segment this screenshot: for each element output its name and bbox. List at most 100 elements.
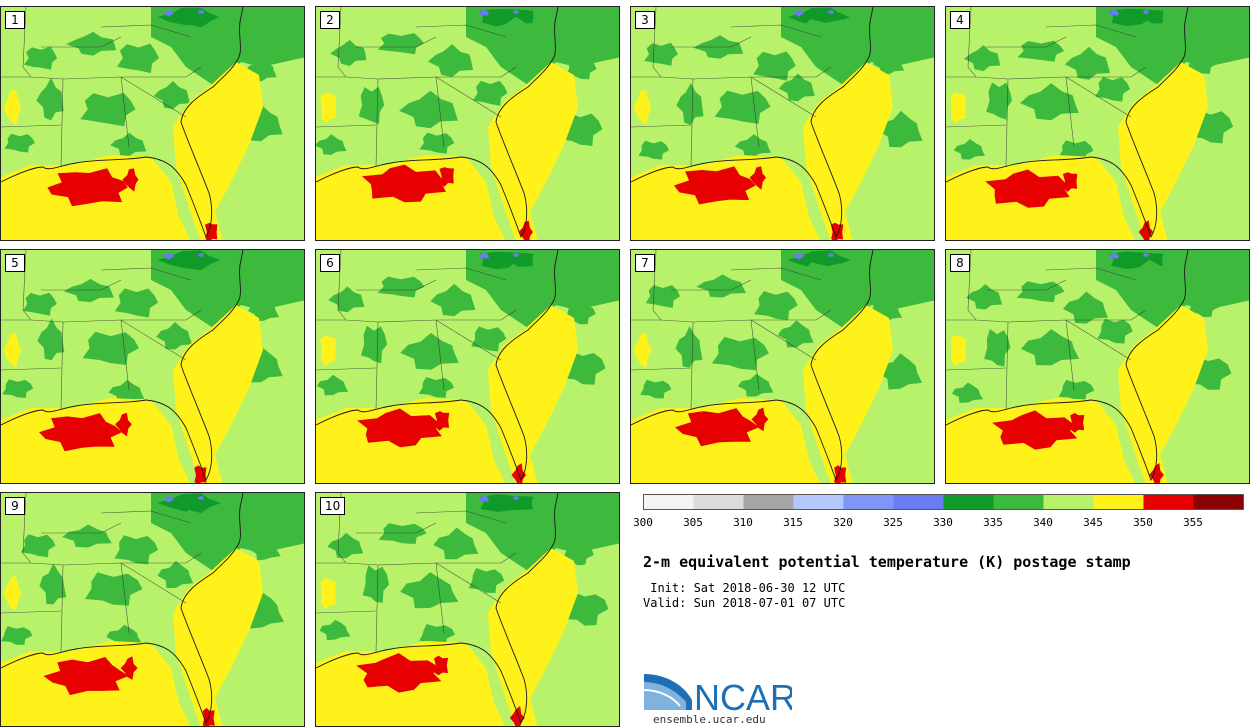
red-max-region: [509, 706, 525, 726]
coastline: [1, 493, 244, 725]
ensemble-member-panel-3: 3: [630, 6, 935, 241]
colorbar-bin-350: [1143, 494, 1194, 510]
dark-green-patch: [36, 77, 64, 121]
lake-feature: [197, 252, 204, 257]
logo-url: ensemble.ucar.edu: [653, 713, 766, 726]
coastline: [316, 250, 559, 482]
dark-green-patch: [330, 39, 367, 66]
colorbar-tick-label: 330: [933, 516, 953, 529]
dark-green-patch: [327, 532, 364, 559]
logo-swoosh-light: [644, 682, 686, 710]
ensemble-member-panel-10: 10: [315, 492, 620, 727]
colorbar-tick-label: 335: [983, 516, 1003, 529]
dark-green-patch: [316, 134, 347, 155]
yellow-patch: [3, 90, 22, 126]
dark-green-patch: [877, 110, 923, 148]
dark-green-patch: [468, 568, 505, 593]
state-borders: [631, 7, 832, 168]
red-max-region: [1138, 220, 1154, 240]
colorbar-tick-label: 325: [883, 516, 903, 529]
dark-green-patch: [645, 285, 681, 308]
dark-green-patch: [377, 33, 424, 55]
red-max-region: [439, 167, 454, 187]
dark-green-patch: [952, 382, 984, 403]
atlantic-high-theta-e: [803, 305, 893, 483]
lake-feature: [794, 253, 805, 260]
red-max-region: [120, 656, 138, 680]
red-max-region: [47, 168, 128, 207]
red-max-region: [356, 653, 442, 693]
dark-green-patch: [419, 132, 455, 154]
dark-green-patch: [1116, 20, 1175, 53]
colorbar-tick-label: 320: [833, 516, 853, 529]
logo-text: NCAR: [694, 677, 792, 714]
dark-green-patch: [565, 58, 597, 80]
lake-feature: [827, 9, 834, 14]
lake-feature: [513, 10, 520, 15]
member-number-label: 5: [5, 254, 25, 272]
theta-e-map: [316, 7, 619, 240]
red-max-region: [434, 411, 450, 431]
colorbar-tick-label: 350: [1133, 516, 1153, 529]
red-max-region: [1149, 463, 1164, 483]
red-max-region: [1062, 172, 1078, 192]
dark-green-patch: [675, 326, 703, 368]
coastline: [1, 250, 244, 482]
lake-feature: [478, 252, 489, 259]
member-number-label: 6: [320, 254, 340, 272]
dark-green-patch: [1095, 76, 1130, 102]
coastline: [946, 7, 1189, 239]
state-borders: [631, 250, 832, 411]
red-max-region: [357, 408, 442, 448]
colorbar-bin-335: [993, 494, 1044, 510]
theta-e-map: [946, 7, 1249, 240]
red-max-region: [749, 166, 766, 190]
lake-feature: [1143, 10, 1150, 15]
dark-green-patch: [737, 373, 774, 397]
dark-green-patch: [778, 73, 815, 102]
dark-green-patch: [754, 291, 798, 321]
red-max-region: [39, 413, 122, 452]
dark-green-patch: [877, 353, 923, 390]
state-borders: [946, 7, 1147, 168]
red-max-region: [985, 169, 1070, 208]
yellow-patch: [633, 90, 652, 126]
red-max-region: [362, 164, 446, 203]
red-max-region: [194, 465, 207, 483]
member-number-label: 3: [635, 11, 655, 29]
valid-time: Valid: Sun 2018-07-01 07 UTC: [643, 596, 846, 610]
red-max-region: [43, 657, 129, 696]
dark-green-patch: [37, 318, 65, 361]
member-number-label: 4: [950, 11, 970, 29]
member-number-label: 1: [5, 11, 25, 29]
red-max-region: [205, 222, 218, 240]
ensemble-member-panel-9: 9: [0, 492, 305, 727]
dark-green-patch: [1119, 259, 1178, 292]
theta-e-map: [946, 250, 1249, 483]
dark-green-patch: [1097, 318, 1133, 344]
dark-green-patch: [1188, 296, 1220, 318]
dark-green-patch: [433, 527, 479, 560]
dark-green-patch: [248, 298, 280, 322]
dark-green-patch: [2, 379, 34, 398]
theta-e-map: [631, 7, 934, 240]
dark-green-patch: [399, 90, 458, 129]
dark-green-patch: [176, 509, 234, 539]
dark-green-patch: [986, 82, 1012, 120]
dark-green-patch: [430, 283, 476, 317]
member-number-label: 7: [635, 254, 655, 272]
theta-e-map: [1, 7, 304, 240]
coastline: [1, 7, 244, 239]
colorbar-frame: [643, 494, 1244, 510]
dark-green-patch: [177, 269, 235, 299]
colorbar-tick-label: 310: [733, 516, 753, 529]
atlantic-high-theta-e: [1118, 62, 1208, 240]
dark-green-patch: [157, 560, 194, 589]
yellow-patch: [633, 332, 652, 368]
colorbar-bin-305: [693, 494, 744, 510]
dark-green-patch: [714, 90, 771, 124]
northeast-region: [151, 250, 304, 330]
dark-green-patch: [400, 572, 459, 609]
dark-green-patch: [483, 263, 542, 296]
dark-green-patch: [640, 379, 672, 399]
